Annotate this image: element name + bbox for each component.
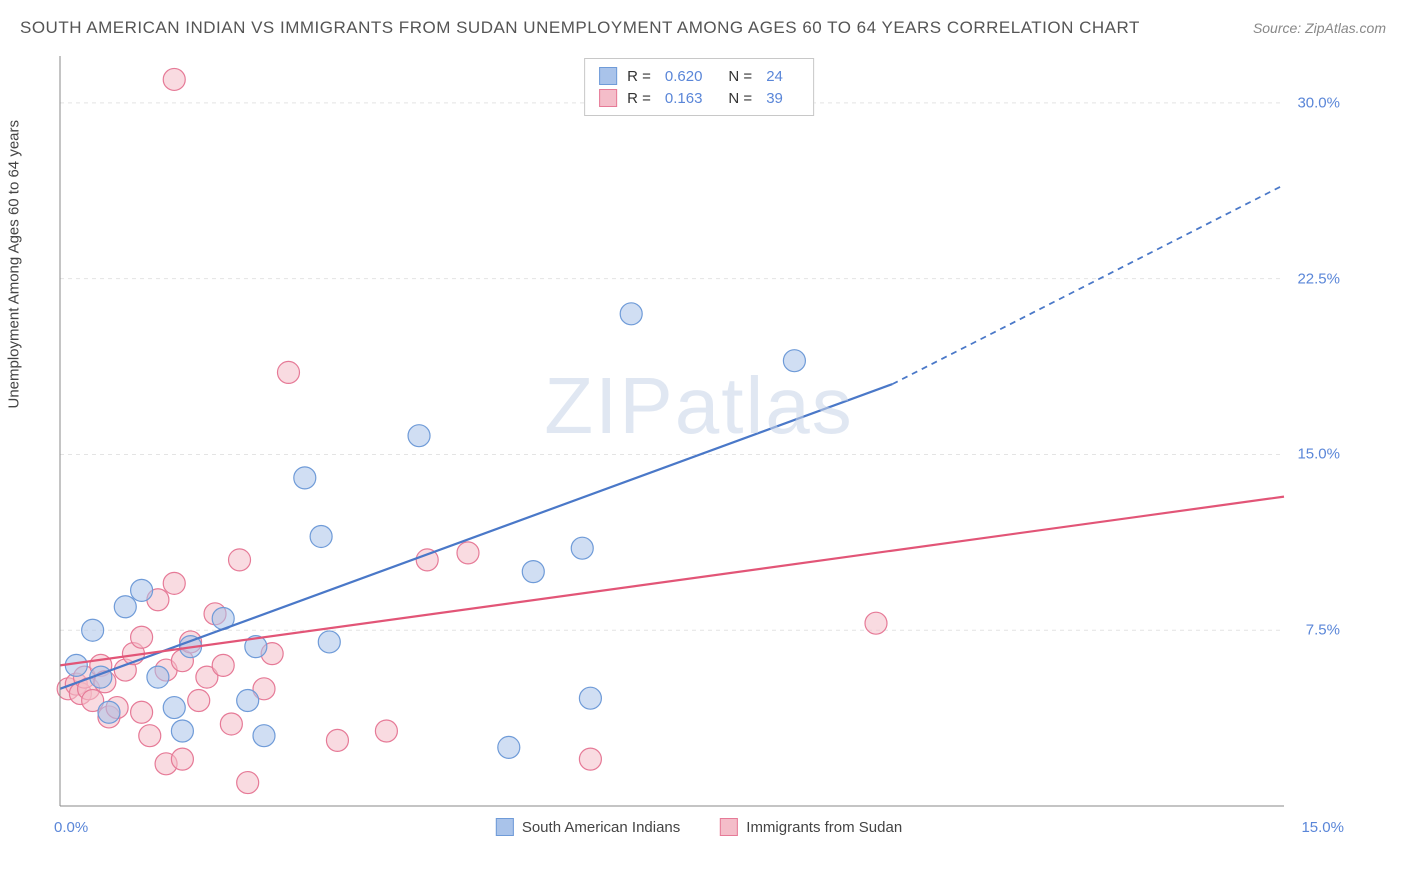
series-legend: South American Indians Immigrants from S… bbox=[496, 818, 902, 836]
swatch-series-a-icon bbox=[496, 818, 514, 836]
r-label: R = bbox=[627, 68, 651, 85]
r-value-b: 0.163 bbox=[665, 90, 703, 107]
swatch-series-b bbox=[599, 89, 617, 107]
n-value-b: 39 bbox=[766, 90, 783, 107]
scatter-plot bbox=[54, 50, 1344, 840]
y-tick-label: 15.0% bbox=[1297, 446, 1340, 463]
legend-item-b: Immigrants from Sudan bbox=[720, 818, 902, 836]
legend-item-a: South American Indians bbox=[496, 818, 680, 836]
y-tick-label: 7.5% bbox=[1306, 622, 1340, 639]
swatch-series-a bbox=[599, 67, 617, 85]
x-tick-min: 0.0% bbox=[54, 819, 88, 836]
chart-area: ZIPatlas R = 0.620 N = 24 R = 0.163 N = … bbox=[54, 50, 1344, 840]
series-a-label: South American Indians bbox=[522, 819, 680, 836]
n-label: N = bbox=[728, 90, 752, 107]
n-label: N = bbox=[728, 68, 752, 85]
y-tick-label: 30.0% bbox=[1297, 94, 1340, 111]
r-label: R = bbox=[627, 90, 651, 107]
swatch-series-b-icon bbox=[720, 818, 738, 836]
correlation-legend: R = 0.620 N = 24 R = 0.163 N = 39 bbox=[584, 58, 814, 116]
legend-row-b: R = 0.163 N = 39 bbox=[599, 87, 799, 109]
x-tick-max: 15.0% bbox=[1301, 819, 1344, 836]
y-tick-label: 22.5% bbox=[1297, 270, 1340, 287]
series-b-label: Immigrants from Sudan bbox=[746, 819, 902, 836]
source-label: Source: ZipAtlas.com bbox=[1253, 20, 1386, 36]
n-value-a: 24 bbox=[766, 68, 783, 85]
y-axis-label: Unemployment Among Ages 60 to 64 years bbox=[6, 120, 23, 409]
chart-title: SOUTH AMERICAN INDIAN VS IMMIGRANTS FROM… bbox=[20, 18, 1140, 38]
r-value-a: 0.620 bbox=[665, 68, 703, 85]
legend-row-a: R = 0.620 N = 24 bbox=[599, 65, 799, 87]
